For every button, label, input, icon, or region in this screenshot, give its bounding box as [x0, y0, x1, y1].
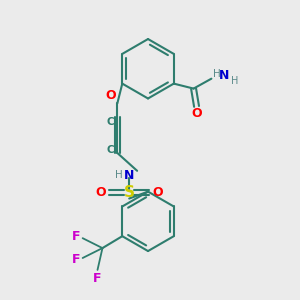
- Text: O: O: [153, 186, 163, 199]
- Text: H: H: [213, 69, 221, 79]
- Text: O: O: [191, 107, 202, 120]
- Text: S: S: [124, 185, 135, 200]
- Text: N: N: [124, 169, 134, 182]
- Text: H: H: [116, 170, 123, 180]
- Text: F: F: [71, 230, 80, 243]
- Text: F: F: [71, 254, 80, 266]
- Text: O: O: [105, 89, 116, 102]
- Text: C: C: [106, 145, 114, 155]
- Text: F: F: [93, 272, 102, 285]
- Text: C: C: [106, 117, 114, 127]
- Text: O: O: [95, 186, 106, 199]
- Text: N: N: [219, 69, 230, 82]
- Text: H: H: [231, 76, 239, 85]
